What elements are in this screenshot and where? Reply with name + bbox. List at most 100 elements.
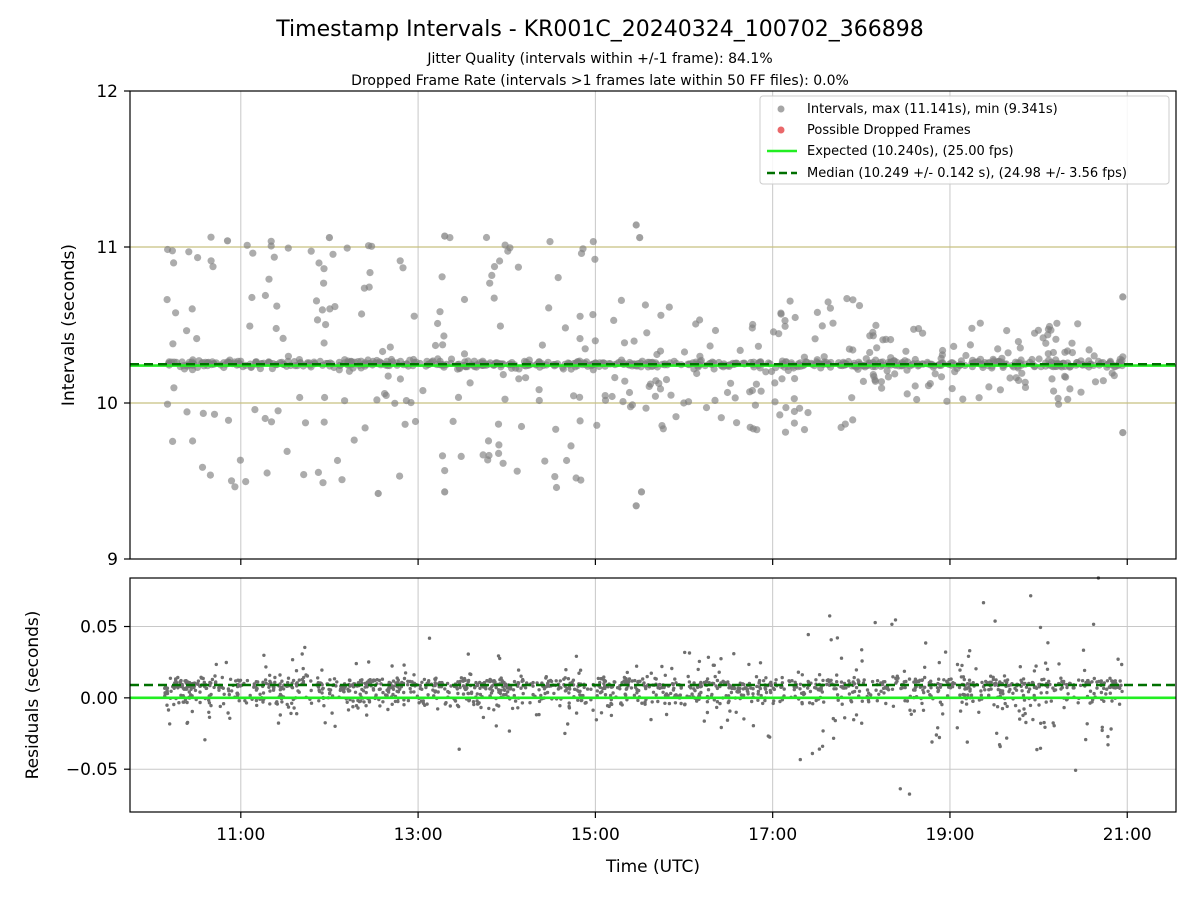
interval-point xyxy=(786,297,794,305)
interval-point xyxy=(1119,293,1127,301)
residual-point xyxy=(1117,702,1122,706)
residual-point xyxy=(835,673,839,677)
residual-point xyxy=(660,664,664,669)
residual-point xyxy=(890,622,894,626)
residual-point xyxy=(994,678,998,682)
interval-point xyxy=(365,242,373,250)
residual-point xyxy=(1032,669,1037,673)
interval-point xyxy=(267,237,275,245)
residual-point xyxy=(967,685,971,689)
residual-point xyxy=(769,683,774,687)
legend-dropped-marker xyxy=(777,126,785,134)
residual-point xyxy=(466,652,470,656)
residual-point xyxy=(502,688,507,692)
residual-point xyxy=(998,691,1003,695)
residual-point xyxy=(403,671,408,675)
residual-point xyxy=(353,690,358,694)
residual-point xyxy=(1119,683,1123,687)
interval-point xyxy=(326,305,334,313)
interval-point xyxy=(937,373,946,381)
intervals-y-tick-label: 11 xyxy=(96,238,118,258)
interval-point xyxy=(657,311,665,319)
residual-point xyxy=(301,679,306,684)
residual-point xyxy=(663,701,667,705)
residual-point xyxy=(333,724,337,728)
residual-point xyxy=(1092,676,1097,681)
interval-point xyxy=(170,384,178,392)
residual-point xyxy=(943,650,948,654)
residual-point xyxy=(914,680,918,684)
interval-point xyxy=(702,404,711,412)
interval-point xyxy=(243,241,251,249)
residual-point xyxy=(936,688,941,693)
interval-point xyxy=(163,296,171,304)
residual-point xyxy=(742,717,746,721)
interval-point xyxy=(572,474,580,482)
residual-point xyxy=(764,676,768,680)
residual-point xyxy=(286,705,291,709)
interval-point xyxy=(589,238,597,246)
residual-point xyxy=(346,687,350,691)
residual-point xyxy=(611,691,615,695)
residual-point xyxy=(278,673,282,677)
residual-point xyxy=(455,703,460,707)
residual-point xyxy=(585,687,590,691)
residual-point xyxy=(726,700,730,705)
residual-point xyxy=(180,683,185,688)
interval-point xyxy=(1119,353,1127,361)
interval-point xyxy=(227,477,236,485)
residual-point xyxy=(1118,679,1122,683)
interval-point xyxy=(538,341,547,349)
interval-point xyxy=(333,456,342,465)
interval-point xyxy=(183,327,191,335)
residual-point xyxy=(387,680,391,685)
interval-point xyxy=(441,488,449,496)
residual-point xyxy=(185,720,190,725)
residual-point xyxy=(548,678,553,683)
interval-point xyxy=(1085,346,1093,354)
interval-point xyxy=(169,340,177,348)
interval-point xyxy=(658,422,666,430)
residual-point xyxy=(1120,662,1124,667)
residual-point xyxy=(574,711,579,715)
residual-point xyxy=(261,691,266,695)
interval-point xyxy=(185,248,193,256)
residual-point xyxy=(591,708,595,712)
residual-point xyxy=(1059,687,1063,691)
residual-point xyxy=(656,699,660,704)
interval-point xyxy=(261,414,269,423)
residual-point xyxy=(798,757,802,762)
residual-point xyxy=(320,691,324,695)
residual-point xyxy=(1008,687,1012,692)
residual-point xyxy=(179,678,183,683)
residual-point xyxy=(271,688,276,692)
residual-point xyxy=(248,693,252,698)
residual-point xyxy=(469,691,474,696)
residual-point xyxy=(423,703,427,707)
residual-point xyxy=(198,700,202,705)
interval-point xyxy=(1052,335,1060,343)
interval-point xyxy=(546,238,554,246)
residual-point xyxy=(699,690,703,695)
residual-point xyxy=(980,680,984,685)
residual-point xyxy=(656,686,660,690)
interval-point xyxy=(172,309,180,317)
residual-point xyxy=(1088,689,1093,693)
residual-point xyxy=(945,679,949,683)
residual-point xyxy=(607,704,611,709)
residual-point xyxy=(351,705,355,709)
residual-point xyxy=(268,689,272,693)
residual-point xyxy=(813,685,817,690)
residual-point xyxy=(406,698,411,703)
interval-point xyxy=(224,416,233,424)
interval-point xyxy=(617,296,626,304)
residual-point xyxy=(196,679,201,683)
interval-point xyxy=(251,406,259,414)
residual-point xyxy=(567,701,571,705)
interval-point xyxy=(642,404,650,412)
residual-point xyxy=(705,700,710,704)
interval-point xyxy=(727,379,735,387)
residual-point xyxy=(1021,677,1026,681)
residual-point xyxy=(759,693,763,698)
